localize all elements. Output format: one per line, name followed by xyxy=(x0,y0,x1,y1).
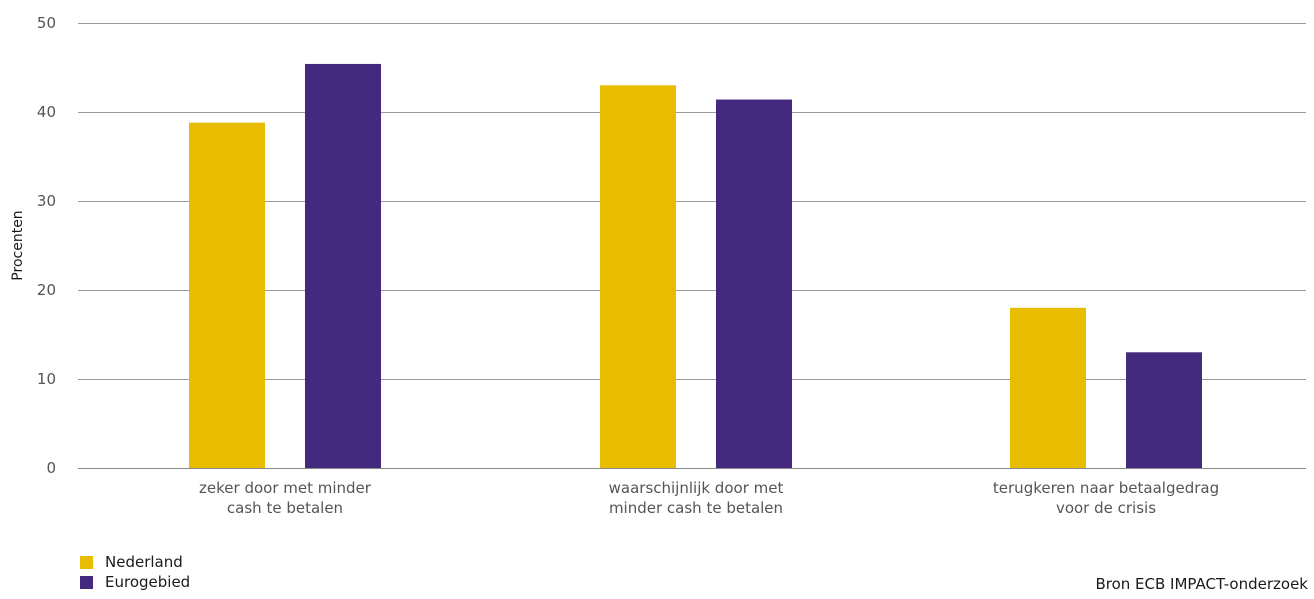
y-tick-label: 20 xyxy=(37,281,56,299)
legend: Nederland Eurogebied xyxy=(80,552,190,592)
x-tick-label: zeker door met minder xyxy=(199,479,372,497)
legend-item-nederland: Nederland xyxy=(80,552,190,572)
bar-nederland xyxy=(600,85,676,469)
x-tick-label: voor de crisis xyxy=(1056,499,1156,517)
y-tick-label: 50 xyxy=(37,14,56,32)
y-tick-label: 0 xyxy=(46,459,56,477)
legend-item-eurogebied: Eurogebied xyxy=(80,572,190,592)
legend-label-eurogebied: Eurogebied xyxy=(105,573,191,591)
source-note: Bron ECB IMPACT-onderzoek xyxy=(1095,575,1308,593)
legend-swatch-nederland xyxy=(80,555,93,569)
bar-nederland xyxy=(189,122,265,469)
bar-eurogebied xyxy=(716,99,792,468)
x-tick-label: terugkeren naar betaalgedrag xyxy=(993,479,1219,497)
x-tick-label: waarschijnlijk door met xyxy=(609,479,784,497)
legend-swatch-eurogebied xyxy=(80,575,93,589)
x-tick-label: minder cash te betalen xyxy=(609,499,783,517)
y-tick-label: 10 xyxy=(37,370,56,388)
bar-eurogebied xyxy=(305,63,381,468)
y-tick-label: 40 xyxy=(37,103,56,121)
y-axis-label: Procenten xyxy=(10,210,26,280)
bar-eurogebied xyxy=(1126,352,1202,468)
x-tick-label: cash te betalen xyxy=(227,499,343,517)
bar-nederland xyxy=(1010,307,1086,468)
y-tick-label: 30 xyxy=(37,192,56,210)
legend-label-nederland: Nederland xyxy=(105,553,183,571)
